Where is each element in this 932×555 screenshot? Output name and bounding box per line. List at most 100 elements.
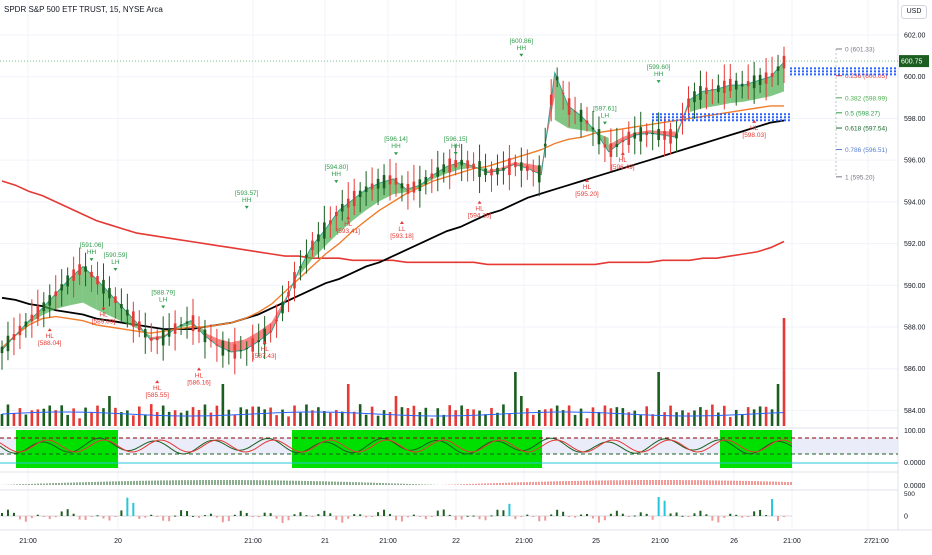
histogram-bar bbox=[299, 512, 302, 516]
line-panel-tick-label: 0.0000 bbox=[904, 483, 926, 490]
candle-body bbox=[185, 321, 189, 324]
volume-bar bbox=[591, 407, 595, 426]
volume-bar bbox=[245, 409, 249, 426]
candle-body bbox=[287, 291, 290, 297]
candle-body bbox=[346, 198, 350, 208]
histogram-bar bbox=[257, 516, 260, 517]
x-tick-label: 21:00 bbox=[871, 538, 889, 545]
pivot-price-label: [588.04] bbox=[38, 340, 62, 347]
oscillator-k-line bbox=[0, 437, 793, 455]
candle-body bbox=[149, 337, 153, 341]
histogram-bar bbox=[490, 515, 493, 517]
pivot-type-label: HH bbox=[332, 171, 342, 178]
histogram-bar bbox=[520, 516, 523, 518]
cloud-segment bbox=[366, 183, 380, 211]
histogram-bar bbox=[275, 516, 278, 519]
pivot-type-label: HH bbox=[451, 143, 461, 150]
x-tick-label: 21:00 bbox=[651, 538, 669, 545]
volume-bar bbox=[6, 404, 10, 426]
histogram-bar bbox=[36, 514, 39, 516]
histogram-bar bbox=[347, 516, 350, 519]
histogram-bar bbox=[663, 500, 666, 516]
candle-body bbox=[0, 346, 4, 354]
candle-body bbox=[394, 177, 398, 185]
pivot-price-label: [589.09] bbox=[92, 318, 116, 325]
y-tick-label: 584.00 bbox=[904, 408, 926, 415]
histogram-bar bbox=[12, 512, 15, 516]
candle-body bbox=[615, 144, 619, 147]
histogram-bar bbox=[54, 516, 57, 518]
histogram-bar bbox=[293, 514, 296, 516]
histogram-bar bbox=[711, 516, 714, 521]
candle-body bbox=[561, 92, 565, 94]
candle-body bbox=[96, 276, 99, 285]
candle-body bbox=[90, 271, 93, 278]
volume-bar bbox=[221, 384, 225, 426]
histogram-bar bbox=[269, 513, 272, 516]
candle-body bbox=[197, 327, 201, 332]
histogram-bar bbox=[245, 512, 248, 516]
candle-body bbox=[484, 168, 487, 176]
x-tick-label: 21:00 bbox=[783, 538, 801, 545]
histogram-bar bbox=[42, 516, 45, 517]
volume-bar bbox=[293, 405, 296, 426]
volume-bar bbox=[263, 409, 266, 426]
pivot-type-label: HL bbox=[46, 333, 55, 340]
histogram-bar bbox=[741, 516, 744, 518]
pivot-type-label: HH bbox=[242, 197, 252, 204]
volume-bar bbox=[549, 408, 553, 426]
candle-body bbox=[502, 168, 505, 171]
candle-body bbox=[376, 178, 380, 189]
candle-body bbox=[311, 240, 314, 250]
volume-bar bbox=[197, 410, 201, 426]
histogram-bar bbox=[783, 516, 785, 517]
volume-bar bbox=[687, 412, 690, 426]
histogram-bar bbox=[669, 513, 672, 516]
volume-bar bbox=[346, 384, 350, 426]
candle-body bbox=[227, 350, 231, 352]
candle-body bbox=[657, 128, 660, 141]
volume-bar bbox=[734, 409, 738, 426]
volume-bar bbox=[603, 405, 607, 426]
pivot-marker bbox=[161, 305, 166, 309]
volume-bar bbox=[406, 408, 410, 426]
fib-level-label: 0.5 (598.27) bbox=[845, 110, 880, 117]
histogram-bar bbox=[568, 516, 571, 517]
x-tick-label: 27 bbox=[864, 538, 872, 545]
volume-bar bbox=[645, 406, 649, 426]
volume-bar bbox=[555, 405, 559, 426]
histogram-bar bbox=[747, 516, 750, 517]
histogram-bar bbox=[514, 516, 517, 520]
volume-bar bbox=[770, 409, 774, 426]
histogram-bar bbox=[562, 511, 565, 516]
pivot-price-label: [596.49] bbox=[611, 164, 635, 171]
histogram-bar bbox=[394, 516, 397, 521]
pivot-type-label: LH bbox=[111, 259, 120, 266]
candle-body bbox=[567, 98, 571, 115]
histogram-bar bbox=[436, 510, 439, 516]
x-tick-label: 26 bbox=[730, 538, 738, 545]
histogram-bar bbox=[329, 513, 332, 516]
candle-body bbox=[137, 321, 141, 331]
volume-bar bbox=[352, 411, 356, 426]
fib-level-label: 0 (601.33) bbox=[845, 46, 875, 53]
candle-body bbox=[358, 190, 362, 198]
histogram-bar bbox=[305, 515, 308, 517]
candle-body bbox=[669, 129, 672, 144]
candle-body bbox=[251, 338, 255, 352]
volume-bar bbox=[502, 404, 505, 426]
y-tick-label: 596.00 bbox=[904, 158, 926, 165]
candle-body bbox=[418, 179, 422, 192]
histogram-bar bbox=[603, 516, 606, 521]
x-tick-label: 21:00 bbox=[244, 538, 262, 545]
histogram-bar bbox=[96, 515, 99, 517]
currency-button[interactable]: USD bbox=[901, 5, 927, 19]
candle-body bbox=[520, 162, 523, 171]
histogram-bar bbox=[215, 516, 218, 518]
pivot-price-label: [585.55] bbox=[145, 392, 169, 399]
candle-body bbox=[179, 324, 183, 326]
candle-body bbox=[364, 186, 368, 193]
pivot-marker bbox=[47, 328, 52, 332]
